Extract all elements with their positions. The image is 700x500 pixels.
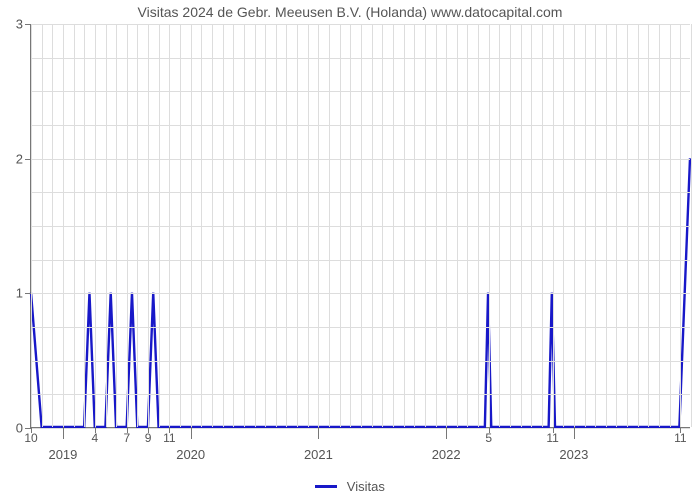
- xtick-major-label: 2021: [304, 427, 333, 462]
- xtick-minor-label: 11: [163, 427, 175, 445]
- xtick-minor-label: 4: [92, 427, 99, 445]
- xtick-minor-label: 10: [24, 427, 37, 445]
- gridline-vertical: [585, 24, 586, 427]
- legend-label: Visitas: [347, 479, 385, 494]
- gridline-vertical: [638, 24, 639, 427]
- gridline-vertical: [457, 24, 458, 427]
- gridline-vertical: [436, 24, 437, 427]
- gridline-vertical: [255, 24, 256, 427]
- legend-swatch: [315, 485, 337, 488]
- gridline-vertical: [244, 24, 245, 427]
- gridline-vertical: [499, 24, 500, 427]
- gridline-vertical: [648, 24, 649, 427]
- gridline-vertical: [148, 24, 149, 427]
- ytick-label: 1: [16, 286, 31, 301]
- gridline-vertical: [286, 24, 287, 427]
- gridline-vertical: [116, 24, 117, 427]
- gridline-vertical: [223, 24, 224, 427]
- gridline-vertical: [297, 24, 298, 427]
- gridline-vertical: [84, 24, 85, 427]
- gridline-vertical: [308, 24, 309, 427]
- xtick-minor-label: 11: [674, 427, 686, 445]
- xtick-major-label: 2020: [176, 427, 205, 462]
- gridline-vertical: [467, 24, 468, 427]
- gridline-vertical: [489, 24, 490, 427]
- gridline-vertical: [425, 24, 426, 427]
- gridline-vertical: [563, 24, 564, 427]
- gridline-vertical: [627, 24, 628, 427]
- gridline-vertical: [372, 24, 373, 427]
- gridline-vertical: [595, 24, 596, 427]
- gridline-vertical: [574, 24, 575, 427]
- gridline-vertical: [74, 24, 75, 427]
- gridline-vertical: [510, 24, 511, 427]
- gridline-vertical: [361, 24, 362, 427]
- xtick-major-label: 2019: [48, 427, 77, 462]
- gridline-vertical: [276, 24, 277, 427]
- gridline-vertical: [169, 24, 170, 427]
- gridline-vertical: [382, 24, 383, 427]
- gridline-vertical: [233, 24, 234, 427]
- gridline-vertical: [542, 24, 543, 427]
- gridline-vertical: [127, 24, 128, 427]
- gridline-vertical: [329, 24, 330, 427]
- gridline-vertical: [95, 24, 96, 427]
- gridline-vertical: [63, 24, 64, 427]
- gridline-vertical: [670, 24, 671, 427]
- xtick-minor-label: 9: [145, 427, 152, 445]
- gridline-vertical: [340, 24, 341, 427]
- gridline-vertical: [159, 24, 160, 427]
- gridline-vertical: [393, 24, 394, 427]
- chart-title: Visitas 2024 de Gebr. Meeusen B.V. (Hola…: [0, 4, 700, 20]
- gridline-vertical: [446, 24, 447, 427]
- gridline-vertical: [521, 24, 522, 427]
- gridline-vertical: [616, 24, 617, 427]
- gridline-vertical: [31, 24, 32, 427]
- xtick-major-label: 2022: [432, 427, 461, 462]
- gridline-vertical: [52, 24, 53, 427]
- gridline-vertical: [201, 24, 202, 427]
- gridline-vertical: [350, 24, 351, 427]
- gridline-vertical: [137, 24, 138, 427]
- gridline-vertical: [106, 24, 107, 427]
- gridline-vertical: [606, 24, 607, 427]
- gridline-vertical: [318, 24, 319, 427]
- xtick-major-label: 2023: [559, 427, 588, 462]
- gridline-vertical: [191, 24, 192, 427]
- gridline-vertical: [531, 24, 532, 427]
- gridline-vertical: [478, 24, 479, 427]
- xtick-minor-label: 5: [485, 427, 492, 445]
- gridline-vertical: [680, 24, 681, 427]
- gridline-vertical: [265, 24, 266, 427]
- gridline-vertical: [404, 24, 405, 427]
- xtick-minor-label: 11: [546, 427, 558, 445]
- legend: Visitas: [0, 478, 700, 494]
- gridline-vertical: [212, 24, 213, 427]
- gridline-vertical: [659, 24, 660, 427]
- gridline-vertical: [180, 24, 181, 427]
- plot-area: 012320192020202120222023104791151111: [30, 24, 690, 428]
- xtick-minor-label: 7: [123, 427, 130, 445]
- gridline-vertical: [691, 24, 692, 427]
- gridline-vertical: [42, 24, 43, 427]
- ytick-label: 3: [16, 17, 31, 32]
- gridline-vertical: [553, 24, 554, 427]
- chart-container: Visitas 2024 de Gebr. Meeusen B.V. (Hola…: [0, 0, 700, 500]
- gridline-vertical: [414, 24, 415, 427]
- ytick-label: 2: [16, 151, 31, 166]
